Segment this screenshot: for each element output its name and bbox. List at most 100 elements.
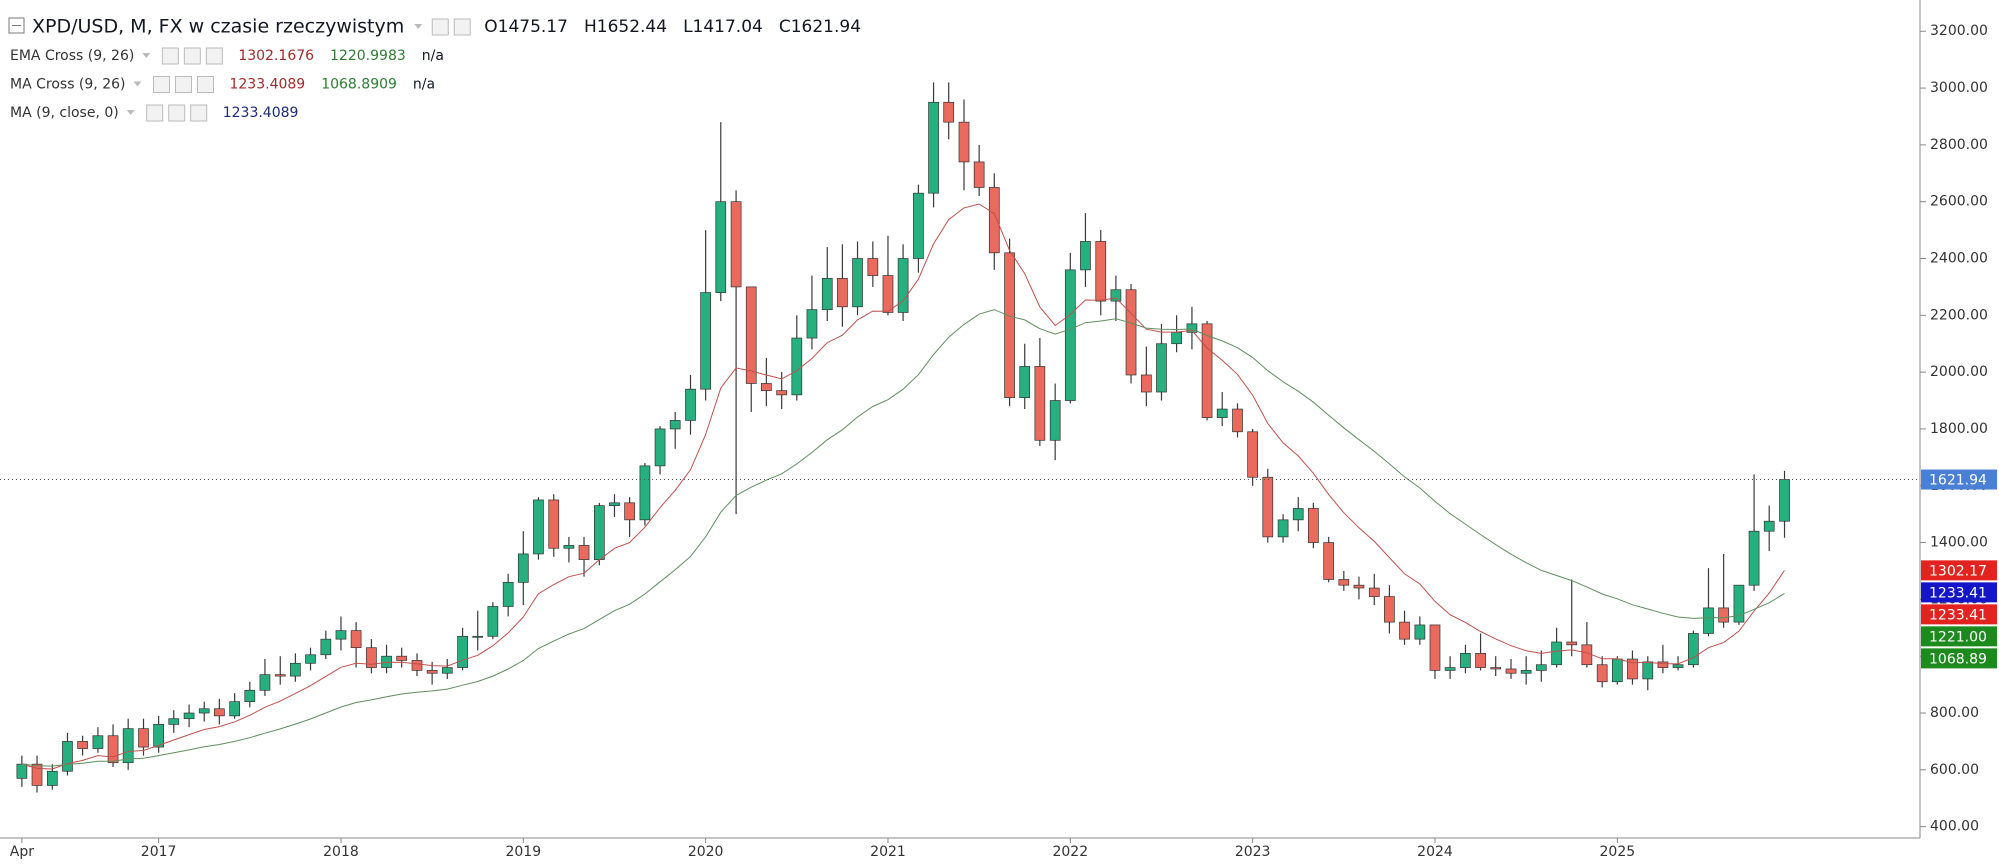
candle-body: [1004, 252, 1015, 399]
ohlc-value: 1475.17: [498, 17, 568, 37]
candle-body: [913, 192, 924, 259]
candle-body: [1384, 596, 1395, 623]
candle-body: [761, 383, 772, 391]
candle-body: [1733, 584, 1745, 623]
legend-icon[interactable]: [146, 104, 164, 122]
candle-body: [533, 499, 544, 555]
candle-body: [1444, 667, 1456, 671]
dropdown-arrow: [142, 53, 151, 58]
candle-body: [639, 465, 651, 521]
candle-body: [31, 763, 43, 786]
candle-body: [1581, 644, 1593, 666]
x-tick-label: Apr: [10, 844, 34, 860]
candle-body: [1186, 323, 1198, 333]
candle-body: [502, 581, 514, 607]
price-tag: [1921, 469, 1997, 490]
legend-icon[interactable]: [205, 47, 223, 65]
candle-body: [1657, 661, 1669, 668]
candle-body: [1080, 241, 1091, 271]
legend-icon[interactable]: [152, 76, 170, 93]
legend-icon[interactable]: [190, 104, 208, 122]
legend-icon[interactable]: [196, 76, 214, 93]
x-tick-label: 2017: [141, 844, 177, 860]
candle-body: [578, 545, 590, 560]
legend-icon[interactable]: [453, 18, 471, 36]
candle-body: [1535, 664, 1547, 671]
candle-body: [1156, 343, 1167, 393]
candle-body: [685, 388, 696, 421]
candle-body: [62, 741, 73, 772]
candle-body: [1763, 520, 1775, 532]
legend-icon[interactable]: [431, 18, 449, 36]
legend-icon[interactable]: [168, 104, 186, 122]
candle-body: [1642, 661, 1654, 680]
candle-body: [487, 606, 499, 637]
indicator-value: 1220.9983: [330, 48, 406, 64]
y-tick-label: 2000.00: [1930, 364, 1988, 380]
candle-body: [958, 121, 970, 163]
candle-body: [1232, 408, 1243, 433]
indicator-name: EMA Cross (9, 26): [10, 48, 134, 64]
candle-body: [259, 674, 271, 691]
candle-body: [457, 635, 468, 668]
candle-body: [1247, 431, 1258, 478]
dropdown-arrow: [126, 110, 135, 115]
y-tick-label: 1400.00: [1930, 535, 1988, 551]
candle-body: [366, 647, 377, 668]
legend-icon[interactable]: [174, 76, 192, 93]
price-tag-label: 1233.41: [1929, 607, 1987, 623]
candle-body: [1049, 400, 1061, 441]
y-tick-label: 2200.00: [1930, 307, 1988, 323]
x-tick-label: 2024: [1417, 844, 1453, 860]
candle-body: [396, 655, 408, 661]
y-tick-label: 3000.00: [1930, 80, 1988, 96]
price-tag: [1921, 648, 1997, 669]
candle-body: [426, 670, 438, 674]
candle-body: [290, 662, 301, 677]
candle-body: [1490, 667, 1502, 670]
candle-body: [183, 712, 195, 720]
candle-body: [122, 728, 134, 764]
candle-body: [548, 499, 560, 549]
candle-body: [1429, 624, 1441, 671]
candle-body: [198, 708, 210, 714]
indicator-line: [21, 309, 1785, 767]
candle-body: [791, 337, 803, 396]
candle-body: [1460, 653, 1471, 668]
candle-body: [654, 428, 666, 467]
ohlc-value: 1621.94: [791, 17, 861, 37]
candle-body: [46, 770, 58, 786]
candle-body: [1703, 607, 1714, 634]
legend-icon[interactable]: [161, 47, 179, 65]
candle-body: [1596, 664, 1608, 683]
indicator-status: n/a: [422, 48, 444, 64]
candle-body: [1520, 670, 1532, 674]
y-tick-label: 400.00: [1930, 819, 1979, 835]
candle-body: [1171, 332, 1182, 345]
chart-title: XPD/USD, M, FX w czasie rzeczywistym: [32, 16, 404, 38]
candle-body: [472, 635, 484, 638]
candle-body: [1216, 408, 1228, 418]
candle-body: [1414, 624, 1426, 640]
candle-body: [1034, 366, 1046, 441]
candle-body: [867, 258, 879, 276]
indicator-value: 1302.1676: [238, 48, 314, 64]
candle-body: [1748, 530, 1760, 586]
y-tick-label: 3200.00: [1930, 23, 1988, 39]
price-tag: [1921, 626, 1997, 647]
candle-body: [320, 638, 332, 656]
candle-body: [1125, 289, 1137, 376]
ohlc-value: 1652.44: [597, 17, 667, 37]
candle-body: [229, 701, 241, 717]
ohlc-label: C: [779, 17, 791, 37]
candle-body: [92, 735, 104, 749]
candle-body: [1551, 641, 1562, 666]
candle-body: [730, 201, 742, 288]
x-tick-label: 2025: [1600, 844, 1636, 860]
candle-body: [305, 654, 316, 664]
candle-body: [1308, 508, 1319, 543]
candle-body: [1399, 621, 1410, 640]
legend-icon[interactable]: [183, 47, 201, 65]
collapse-icon[interactable]: [8, 17, 25, 34]
